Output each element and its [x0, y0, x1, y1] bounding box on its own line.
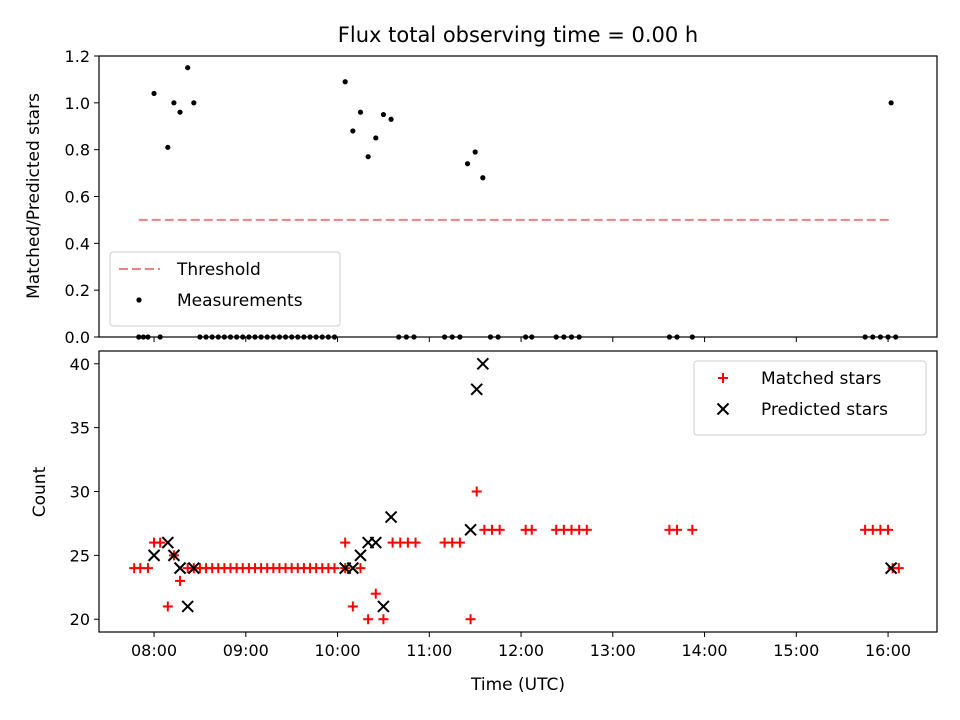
legend-measurements-swatch — [136, 297, 142, 303]
predicted-stars-point — [167, 549, 181, 562]
predicted-stars-point — [884, 561, 898, 575]
y-tick-label: 0.0 — [65, 328, 90, 347]
measurement-point — [350, 128, 356, 134]
legend-box — [693, 360, 927, 436]
y-tick-label: 0.6 — [65, 188, 90, 207]
x-tick-label: 12:00 — [498, 641, 544, 660]
matched-stars-point — [672, 524, 683, 535]
x-tick-label: 15:00 — [773, 641, 819, 660]
predicted-stars-point — [346, 561, 360, 575]
bottom-panel: 20 25 30 35 40 08:00 09:00 10:00 11:00 12:00 13:00… — [70, 350, 938, 660]
legend-label-measurements: Measurements — [177, 291, 303, 311]
x-tick-label: 09:00 — [223, 641, 269, 660]
matched-stars-point — [363, 614, 374, 625]
matched-stars-point — [410, 537, 421, 548]
measurement-point — [165, 144, 171, 150]
x-axis-label: Time (UTC) — [470, 675, 565, 695]
chart-title: Flux total observing time = 0.00 h — [338, 23, 698, 47]
measurement-point — [357, 109, 364, 115]
matched-stars-point — [893, 563, 904, 574]
measurement-point — [342, 79, 348, 85]
y-tick-label: 30 — [70, 483, 90, 502]
measurement-point — [171, 100, 177, 106]
matched-stars-point — [465, 614, 476, 625]
y-tick-label: 25 — [70, 546, 90, 565]
x-tick-label: 08:00 — [131, 641, 177, 660]
predicted-stars-point — [377, 600, 390, 613]
matched-stars-point — [471, 486, 482, 497]
predicted-stars-point — [464, 523, 477, 537]
y-tick-label: 40 — [70, 355, 90, 374]
predicted-stars-point — [354, 549, 367, 562]
x-tick-label: 11:00 — [406, 641, 452, 660]
top-panel: 0.0 0.2 0.4 0.6 0.8 1.0 1.2 Threshold Measuremen… — [65, 47, 938, 347]
legend-matched-stars-swatch — [718, 373, 728, 383]
matched-stars-point — [883, 524, 894, 535]
predicted-stars-point — [187, 561, 201, 575]
matched-stars-point — [687, 524, 698, 535]
legend: Threshold Measurements — [109, 251, 341, 327]
predicted-stars-point — [384, 510, 398, 524]
predicted-stars-point — [470, 383, 483, 396]
matched-stars-point — [581, 524, 592, 535]
measurement-point — [191, 100, 197, 106]
matched-stars-point — [340, 537, 351, 548]
matched-stars-point — [142, 563, 153, 574]
legend-predicted-stars-swatch — [716, 402, 730, 416]
axes-frame — [98, 350, 938, 633]
matched-stars-point — [155, 537, 166, 548]
measurement-point — [373, 135, 379, 141]
measurement-point — [888, 100, 894, 106]
y-tick-label: 20 — [70, 610, 90, 629]
measurement-point — [365, 154, 371, 160]
measurement-point — [464, 161, 471, 167]
axes-frame — [98, 55, 938, 338]
measurement-point — [177, 109, 183, 115]
matched-stars-point — [347, 601, 358, 612]
legend-label-matched-stars: Matched stars — [761, 369, 881, 389]
measurement-point — [472, 149, 478, 155]
matched-stars-point — [355, 563, 366, 574]
y-tick-label: 0.4 — [65, 234, 90, 253]
y-tick-label: 35 — [70, 419, 90, 438]
measurement-point — [151, 90, 157, 97]
y-tick-label: 0.8 — [65, 141, 90, 160]
x-tick-label: 13:00 — [590, 641, 636, 660]
y-axis-label-count: Count — [30, 466, 50, 517]
y-tick-label: 1.0 — [65, 94, 90, 113]
matched-stars-point — [175, 575, 186, 586]
matched-stars-point — [370, 588, 381, 599]
measurement-point — [480, 175, 486, 181]
matched-stars-point — [526, 524, 537, 535]
matched-stars-point — [162, 601, 173, 612]
x-tick-label: 16:00 — [865, 641, 911, 660]
matched-stars-point — [329, 563, 340, 574]
measurement-point — [388, 116, 394, 122]
legend-label-predicted-stars: Predicted stars — [761, 400, 888, 420]
x-tick-label: 10:00 — [315, 641, 361, 660]
y-tick-label: 1.2 — [65, 47, 90, 66]
legend-label-threshold: Threshold — [176, 260, 261, 280]
predicted-stars-point — [476, 357, 490, 370]
matched-stars-point — [454, 537, 465, 548]
legend: Matched stars Predicted stars — [693, 360, 927, 436]
predicted-stars-point — [369, 536, 382, 549]
measurement-point — [380, 111, 387, 118]
matched-stars-point — [494, 524, 505, 535]
legend-box — [109, 251, 341, 327]
predicted-stars-point — [173, 561, 187, 575]
predicted-stars-point — [147, 549, 161, 562]
x-tick-label: 14:00 — [682, 641, 728, 660]
predicted-stars-point — [181, 600, 194, 613]
measurement-point — [185, 65, 191, 71]
y-tick-label: 0.2 — [65, 281, 90, 300]
predicted-stars-point — [161, 536, 175, 549]
matched-stars-point — [378, 614, 389, 625]
y-axis-label-ratio: Matched/Predicted stars — [24, 93, 44, 299]
